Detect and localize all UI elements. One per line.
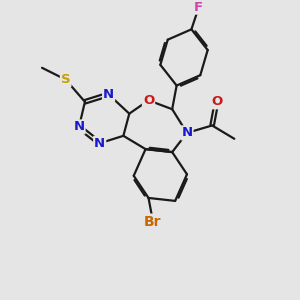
Text: Br: Br — [144, 214, 162, 229]
Text: N: N — [182, 126, 193, 140]
Text: N: N — [74, 121, 85, 134]
Text: N: N — [94, 137, 105, 150]
Text: S: S — [61, 73, 70, 86]
Text: N: N — [103, 88, 114, 101]
Text: O: O — [211, 95, 222, 108]
Text: F: F — [194, 1, 203, 13]
Text: O: O — [143, 94, 154, 107]
